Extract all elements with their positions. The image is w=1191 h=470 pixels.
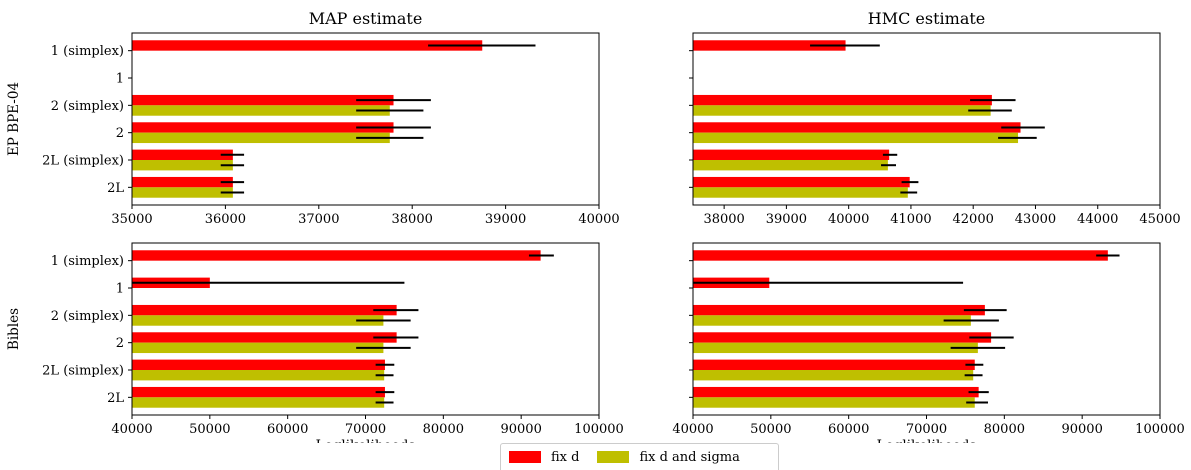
panel-2-frame (692, 32, 1161, 206)
panel-4-xtick-label-3: 70000 (906, 422, 947, 437)
panel-1-xtick-label-0: 35000 (111, 212, 152, 227)
panel-1-xtick-label-1: 36000 (205, 212, 246, 227)
panel-1-ytick-label-3: 2 (116, 126, 124, 141)
legend: fix d fix d and sigma (500, 443, 779, 470)
panel-3-ytick-label-3: 2 (116, 336, 124, 351)
legend-swatch-fix-d-and-sigma (597, 451, 630, 463)
panel-2-xtick-label-3: 41000 (890, 212, 931, 227)
panel-3-ytick-label-1: 1 (116, 282, 124, 297)
panel-1-ytick-label-2: 2 (simplex) (51, 99, 124, 114)
panel-1-ytick-label-0: 1 (simplex) (51, 44, 124, 59)
panel-2-xtick-label-4: 42000 (953, 212, 994, 227)
panel-3-xtick-label-3: 70000 (345, 422, 386, 437)
panel-1-title: MAP estimate (309, 9, 423, 28)
panel-3-ylabel: Bibles (6, 308, 22, 350)
panel-3-xtick-label-6: 100000 (574, 422, 624, 437)
panel-3-xtick-label-0: 40000 (111, 422, 152, 437)
panel-3-bar-fix-d-2 (132, 304, 397, 316)
panel-3-ytick-label-5: 2L (107, 391, 124, 406)
panel-1-bar-fix-d-5 (132, 176, 233, 188)
panel-4-xtick-label-4: 80000 (984, 422, 1025, 437)
panel-1-xtick-label-3: 38000 (392, 212, 433, 227)
legend-label-fix-d-and-sigma: fix d and sigma (639, 449, 740, 465)
panel-2-bar-fix-d-sigma-5 (693, 187, 908, 198)
panel-1-bar-fix-d-sigma-2 (132, 105, 390, 116)
panel-3-bar-fix-d-4 (132, 359, 385, 370)
legend-item-fix-d-and-sigma: fix d and sigma (597, 449, 740, 465)
legend-label-fix-d: fix d (551, 449, 580, 465)
panel-1-bar-fix-d-sigma-3 (132, 132, 390, 144)
panel-3-xtick-label-1: 50000 (189, 422, 230, 437)
panel-4-bar-fix-d-4 (693, 359, 975, 370)
panel-2-xtick-label-7: 45000 (1139, 212, 1180, 227)
panel-4-xlabel: Loglikelihoods (877, 438, 977, 443)
panel-1-bar-fix-d-sigma-5 (132, 187, 233, 198)
panel-4-bar-fix-d-5 (693, 386, 979, 398)
panel-3-xlabel: Loglikelihoods (316, 438, 416, 443)
panel-3-xtick-label-4: 80000 (423, 422, 464, 437)
panel-1-ytick-label-4: 2L (simplex) (42, 154, 124, 169)
panel-1-frame (131, 32, 600, 206)
panel-1-ylabel: EP BPE-04 (6, 82, 22, 156)
panel-3-ytick-label-0: 1 (simplex) (51, 254, 124, 269)
panel-2-xtick-label-0: 38000 (703, 212, 744, 227)
legend-swatch-fix-d (509, 451, 541, 463)
panel-3-bar-fix-d-3 (132, 332, 397, 343)
panel-1-xtick-label-2: 37000 (298, 212, 339, 227)
panel-3-xtick-label-2: 60000 (267, 422, 308, 437)
panel-4-bar-fix-d-0 (693, 250, 1108, 261)
panel-1-xtick-label-4: 39000 (485, 212, 526, 227)
panel-3-bar-fix-d-sigma-5 (132, 397, 385, 408)
panel-2-bar-fix-d-sigma-2 (693, 105, 991, 116)
panel-2-xtick-label-6: 44000 (1077, 212, 1118, 227)
figure: 35000 36000 37000 38000 39000 40000 1 (simplex… (6, 9, 1185, 443)
panel-4-bar-fix-d-3 (693, 332, 992, 343)
panel-4-bar-fix-d-sigma-2 (693, 315, 971, 326)
panel-2-bar-fix-d-sigma-3 (693, 132, 1019, 144)
panel-2-bar-fix-d-2 (693, 94, 992, 106)
panel-1-bar-fix-d-4 (132, 149, 233, 160)
panel-4-xtick-label-5: 90000 (1061, 422, 1102, 437)
panel-1-bar-fix-d-3 (132, 122, 394, 133)
panel-1-xtick-label-5: 40000 (578, 212, 619, 227)
panel-2-bar-fix-d-0 (693, 40, 846, 51)
panel-2-bar-fix-d-3 (693, 122, 1021, 133)
panel-1-ytick-label-5: 2L (107, 181, 124, 196)
panel-1-bar-fix-d-0 (132, 40, 483, 51)
panel-2-bar-fix-d-4 (693, 149, 890, 160)
panel-1-bar-fix-d-sigma-4 (132, 160, 233, 171)
panel-3-bar-fix-d-0 (132, 250, 541, 261)
panel-2-xtick-label-5: 43000 (1015, 212, 1056, 227)
panel-4-bar-fix-d-2 (693, 304, 985, 316)
panel-2-bar-fix-d-sigma-4 (693, 160, 888, 171)
panel-3-bar-fix-d-sigma-2 (132, 315, 384, 326)
panel-3-ytick-label-4: 2L (simplex) (42, 364, 124, 379)
panel-2-bar-fix-d-5 (693, 176, 910, 188)
panel-3-bar-fix-d-sigma-3 (132, 342, 384, 354)
panel-1-ytick-label-1: 1 (116, 72, 124, 87)
panel-3-bar-fix-d-5 (132, 386, 385, 398)
panel-4-xtick-label-2: 60000 (828, 422, 869, 437)
panel-4-bar-fix-d-sigma-3 (693, 342, 978, 354)
legend-item-fix-d: fix d (509, 450, 579, 465)
panel-4-xtick-label-0: 40000 (672, 422, 713, 437)
panel-1-bar-fix-d-2 (132, 94, 394, 106)
panel-3-xtick-label-5: 90000 (500, 422, 541, 437)
panel-3-ytick-label-2: 2 (simplex) (51, 309, 124, 324)
panel-4-bar-fix-d-sigma-4 (693, 370, 974, 381)
panel-2-title: HMC estimate (868, 9, 986, 28)
panel-2-xtick-label-2: 40000 (828, 212, 869, 227)
panel-4-xtick-label-1: 50000 (750, 422, 791, 437)
panel-4-xtick-label-6: 100000 (1135, 422, 1185, 437)
panel-4-bar-fix-d-sigma-5 (693, 397, 975, 408)
panel-3-bar-fix-d-sigma-4 (132, 370, 385, 381)
panel-2-xtick-label-1: 39000 (766, 212, 807, 227)
